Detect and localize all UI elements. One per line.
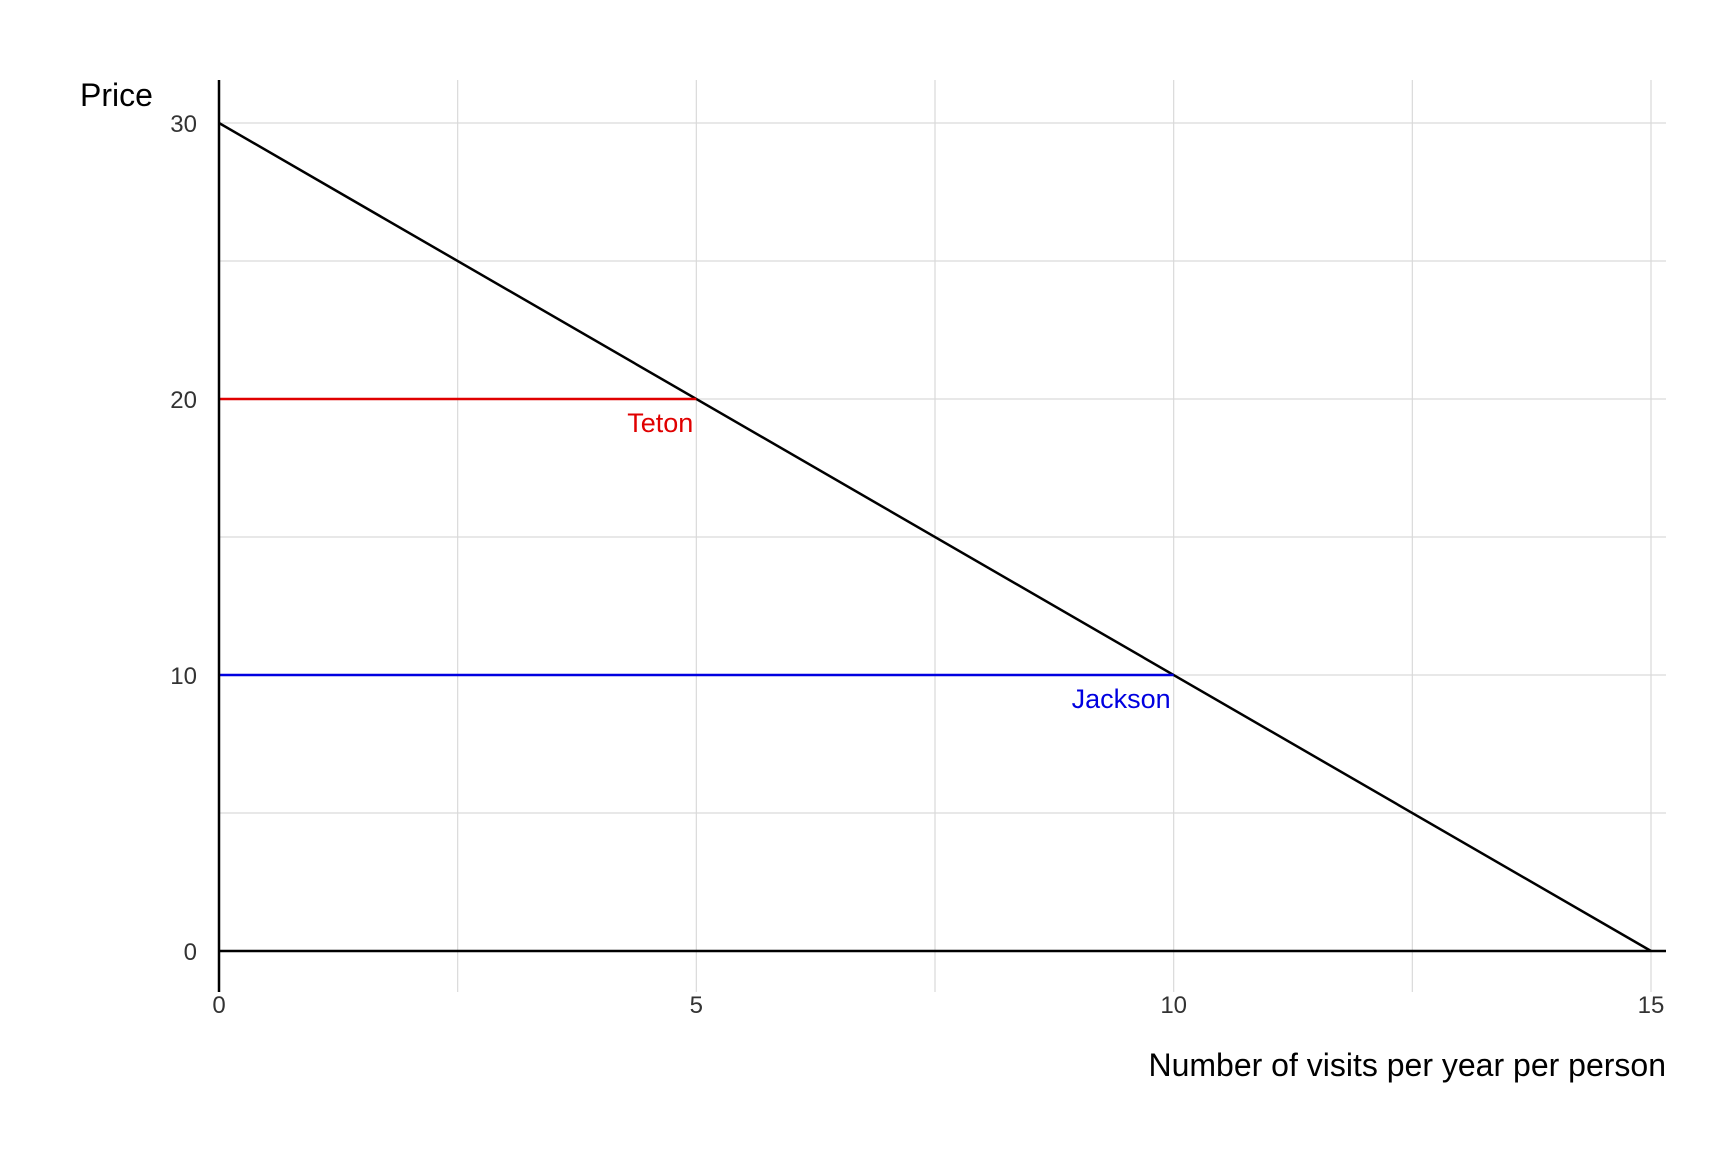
- x-tick-label: 10: [1160, 992, 1187, 1019]
- annotations: Teton Jackson: [627, 408, 1170, 714]
- y-tick-label: 10: [170, 663, 197, 690]
- tick-labels: 0 5 10 15 0 10 20 30: [170, 111, 1664, 1019]
- annotation-jackson: Jackson: [1072, 684, 1171, 714]
- x-tick-label: 0: [212, 992, 225, 1019]
- series-line-0: [218, 121, 1652, 953]
- y-axis-title: Price: [80, 77, 153, 113]
- annotation-teton: Teton: [627, 408, 693, 438]
- axes: [217, 80, 1666, 992]
- x-tick-label: 5: [690, 992, 703, 1019]
- x-axis-title: Number of visits per year per person: [1148, 1047, 1666, 1083]
- grid: [219, 80, 1666, 992]
- y-tick-label: 20: [170, 387, 197, 414]
- y-tick-label: 0: [184, 939, 197, 966]
- y-tick-label: 30: [170, 111, 197, 138]
- x-tick-label: 15: [1638, 992, 1665, 1019]
- series-layer: [218, 121, 1652, 953]
